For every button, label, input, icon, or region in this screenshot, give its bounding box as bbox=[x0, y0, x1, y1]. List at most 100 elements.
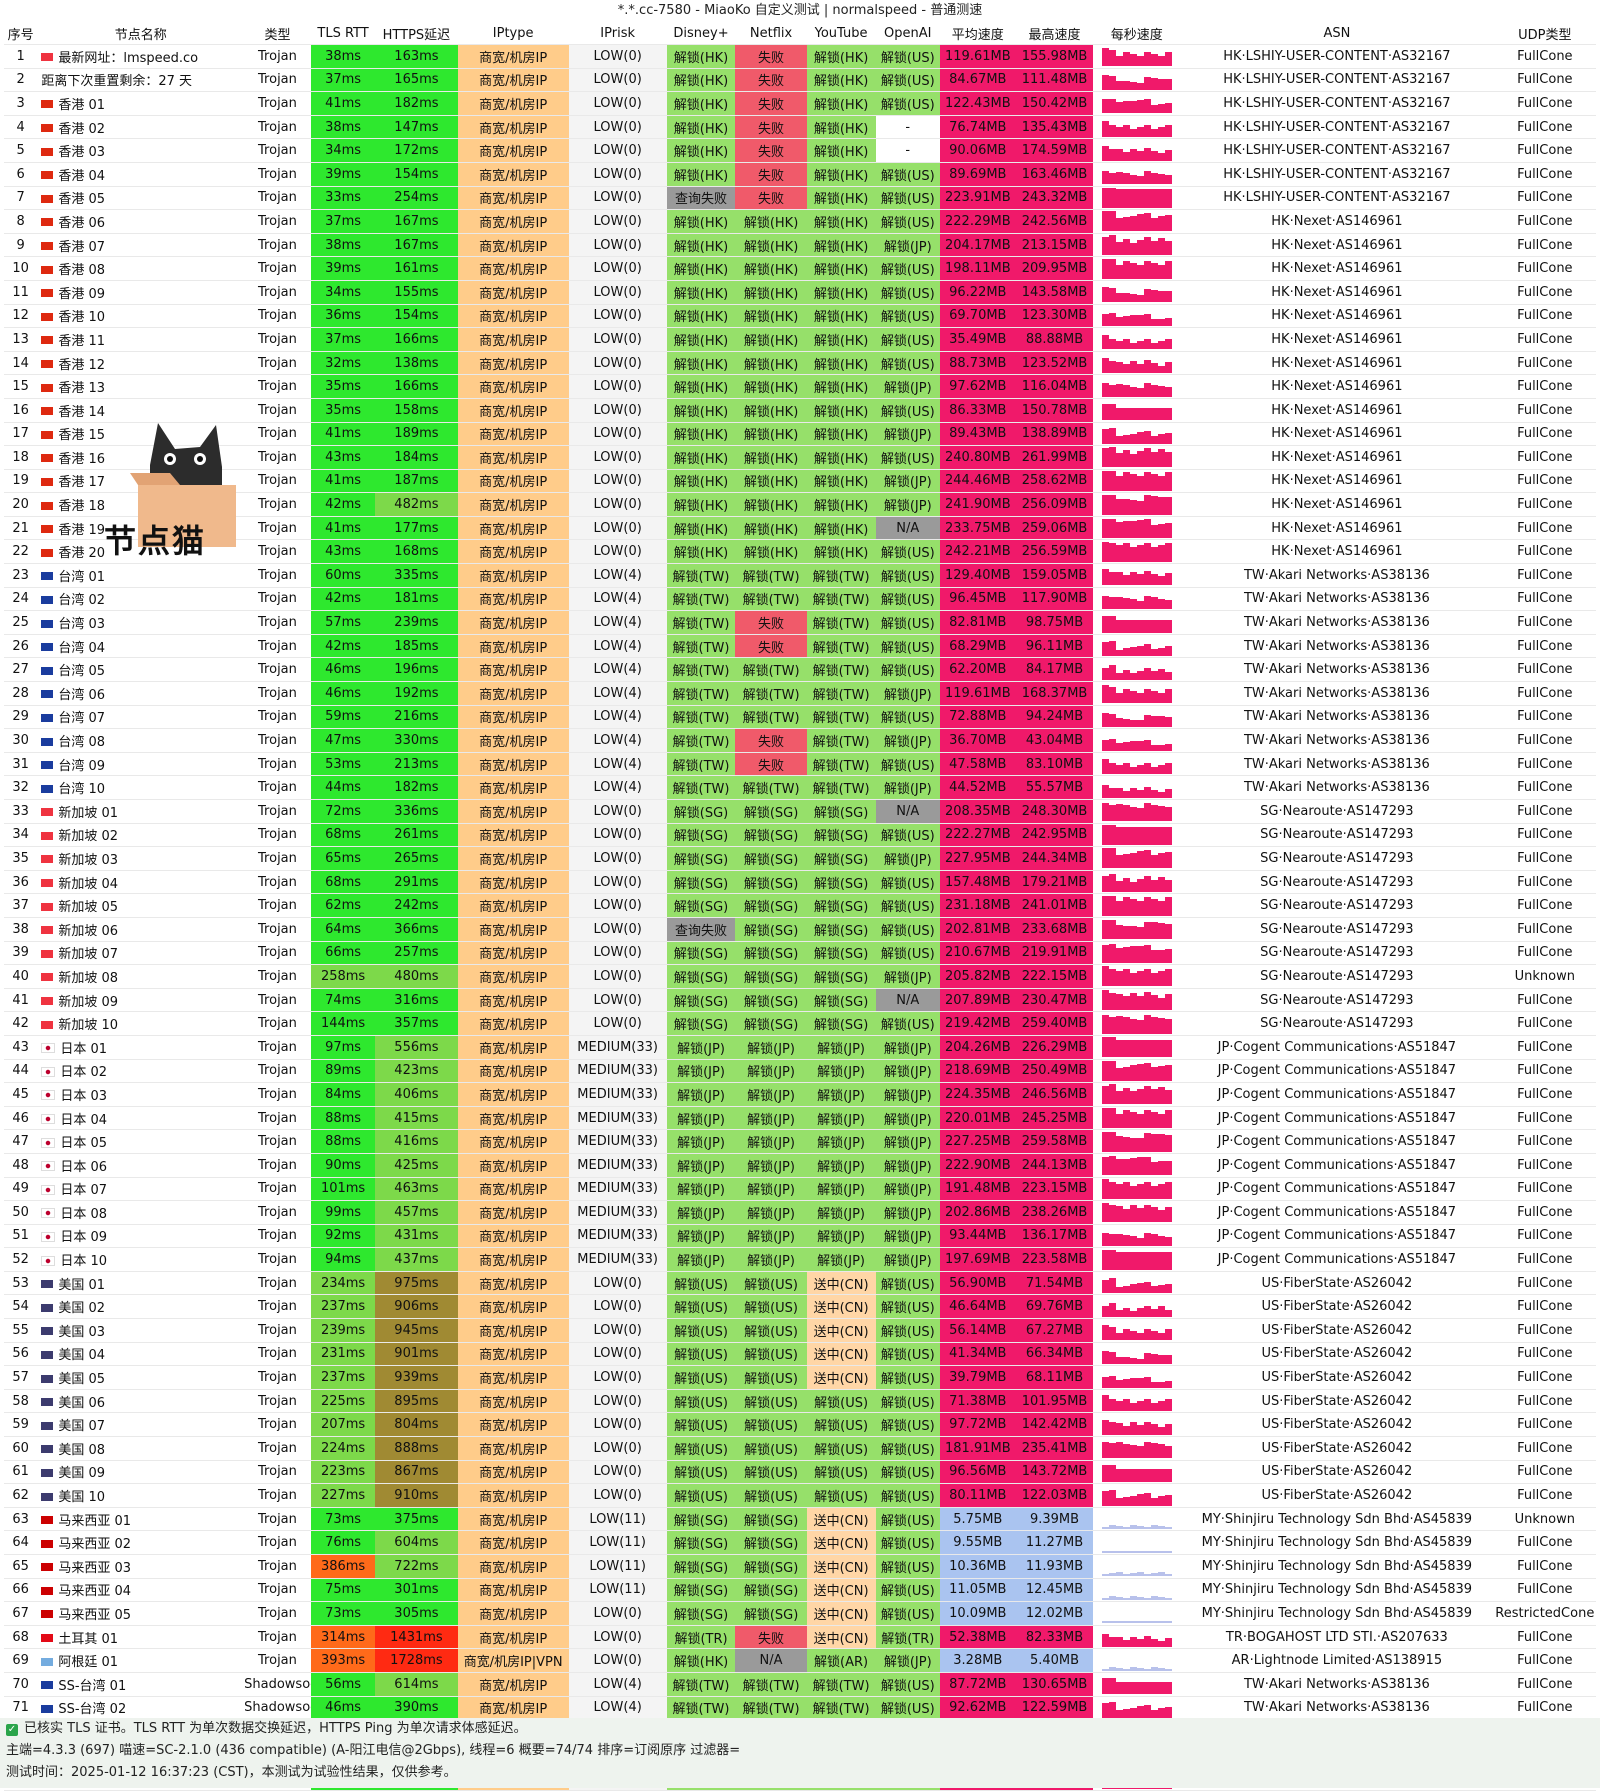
table-row[interactable]: 24 台湾 02 Trojan 42ms 181ms 商宽/机房IP LOW(4) 解锁(TW… bbox=[4, 587, 1596, 612]
table-row[interactable]: 44 日本 02 Trojan 89ms 423ms 商宽/机房IP MEDIUM(33) 解… bbox=[4, 1059, 1596, 1084]
table-row[interactable]: 25 台湾 03 Trojan 57ms 239ms 商宽/机房IP LOW(4) 解锁(TW… bbox=[4, 610, 1596, 635]
table-row[interactable]: 35 新加坡 03 Trojan 65ms 265ms 商宽/机房IP LOW(0) 解锁(S… bbox=[4, 846, 1596, 871]
ip-risk: LOW(11) bbox=[568, 1530, 667, 1555]
table-row[interactable]: 32 台湾 10 Trojan 44ms 182ms 商宽/机房IP LOW(4) 解锁(TW… bbox=[4, 775, 1596, 800]
table-row[interactable]: 3 香港 01 Trojan 41ms 182ms 商宽/机房IP LOW(0) 解锁(HK)… bbox=[4, 91, 1596, 116]
sparkline-bar bbox=[1143, 495, 1151, 515]
column-header[interactable]: YouTube bbox=[806, 22, 876, 45]
table-row[interactable]: 33 新加坡 01 Trojan 72ms 336ms 商宽/机房IP LOW(0) 解锁(S… bbox=[4, 799, 1596, 824]
table-row[interactable]: 51 日本 09 Trojan 92ms 431ms 商宽/机房IP MEDIUM(33) 解… bbox=[4, 1224, 1596, 1249]
table-row[interactable]: 26 台湾 04 Trojan 42ms 185ms 商宽/机房IP LOW(4) 解锁(TW… bbox=[4, 634, 1596, 659]
column-header[interactable]: TLS RTT bbox=[310, 22, 376, 45]
table-row[interactable]: 20 香港 18 Trojan 42ms 482ms 商宽/机房IP LOW(0) 解锁(HK… bbox=[4, 492, 1596, 517]
table-row[interactable]: 40 新加坡 08 Trojan 258ms 480ms 商宽/机房IP LOW(0) 解锁(… bbox=[4, 964, 1596, 989]
column-header[interactable]: IPtype bbox=[457, 22, 569, 45]
table-row[interactable]: 8 香港 06 Trojan 37ms 167ms 商宽/机房IP LOW(0) 解锁(HK)… bbox=[4, 209, 1596, 234]
sparkline-bar bbox=[1129, 1236, 1137, 1246]
asn: MY·Shinjiru Technology Sdn Bhd·AS45839 bbox=[1180, 1601, 1494, 1626]
table-row[interactable]: 18 香港 16 Trojan 43ms 184ms 商宽/机房IP LOW(0) 解锁(HK… bbox=[4, 445, 1596, 470]
table-row[interactable]: 43 日本 01 Trojan 97ms 556ms 商宽/机房IP MEDIUM(33) 解… bbox=[4, 1035, 1596, 1060]
column-header[interactable]: ASN bbox=[1180, 22, 1494, 45]
column-header[interactable]: 节点名称 bbox=[37, 22, 245, 45]
table-row[interactable]: 46 日本 04 Trojan 88ms 415ms 商宽/机房IP MEDIUM(33) 解… bbox=[4, 1106, 1596, 1131]
table-row[interactable]: 10 香港 08 Trojan 39ms 161ms 商宽/机房IP LOW(0) 解锁(HK… bbox=[4, 256, 1596, 281]
table-row[interactable]: 66 马来西亚 04 Trojan 75ms 301ms 商宽/机房IP LOW(11) 解锁… bbox=[4, 1578, 1596, 1603]
table-row[interactable]: 69 阿根廷 01 Trojan 393ms 1728ms 商宽/机房IP|VPN LOW(… bbox=[4, 1648, 1596, 1673]
table-row[interactable]: 50 日本 08 Trojan 99ms 457ms 商宽/机房IP MEDIUM(33) 解… bbox=[4, 1200, 1596, 1225]
sparkline-bar bbox=[1136, 126, 1144, 138]
column-header[interactable]: HTTPS延迟 bbox=[375, 22, 458, 45]
table-row[interactable]: 2 距离下次重置剩余：27 天 Trojan 37ms 165ms 商宽/机房IP LOW(… bbox=[4, 68, 1596, 93]
table-row[interactable]: 64 马来西亚 02 Trojan 76ms 604ms 商宽/机房IP LOW(11) 解锁… bbox=[4, 1530, 1596, 1555]
table-row[interactable]: 54 美国 02 Trojan 237ms 906ms 商宽/机房IP LOW(0) 解锁(U… bbox=[4, 1294, 1596, 1320]
column-header[interactable]: Disney+ bbox=[666, 22, 736, 45]
table-row[interactable]: 29 台湾 07 Trojan 59ms 216ms 商宽/机房IP LOW(4) 解锁(TW… bbox=[4, 705, 1596, 730]
table-row[interactable]: 19 香港 17 Trojan 41ms 187ms 商宽/机房IP LOW(0) 解锁(HK… bbox=[4, 469, 1596, 494]
table-row[interactable]: 36 新加坡 04 Trojan 68ms 291ms 商宽/机房IP LOW(0) 解锁(S… bbox=[4, 870, 1596, 895]
row-index: 47 bbox=[4, 1129, 38, 1154]
table-row[interactable]: 7 香港 05 Trojan 33ms 254ms 商宽/机房IP LOW(0) 查询失败 失败… bbox=[4, 186, 1596, 211]
column-header[interactable]: IPrisk bbox=[568, 22, 667, 45]
https-latency: 1431ms bbox=[375, 1625, 458, 1650]
table-row[interactable]: 58 美国 06 Trojan 225ms 895ms 商宽/机房IP LOW(0) 解锁(U… bbox=[4, 1389, 1596, 1414]
sparkline-bar bbox=[1143, 1281, 1151, 1294]
disney-status: 解锁(SG) bbox=[666, 846, 736, 871]
table-row[interactable]: 37 新加坡 05 Trojan 62ms 242ms 商宽/机房IP LOW(0) 解锁(S… bbox=[4, 893, 1596, 918]
node-type: Trojan bbox=[244, 1247, 311, 1272]
table-row[interactable]: 13 香港 11 Trojan 37ms 166ms 商宽/机房IP LOW(0) 解锁(HK… bbox=[4, 327, 1596, 352]
table-row[interactable]: 17 香港 15 Trojan 41ms 189ms 商宽/机房IP LOW(0) 解锁(HK… bbox=[4, 422, 1596, 447]
column-header[interactable]: 平均速度 bbox=[940, 22, 1016, 45]
table-row[interactable]: 9 香港 07 Trojan 38ms 167ms 商宽/机房IP LOW(0) 解锁(HK)… bbox=[4, 233, 1596, 258]
table-row[interactable]: 42 新加坡 10 Trojan 144ms 357ms 商宽/机房IP LOW(0) 解锁(… bbox=[4, 1011, 1596, 1036]
table-row[interactable]: 16 香港 14 Trojan 35ms 158ms 商宽/机房IP LOW(0) 解锁(HK… bbox=[4, 398, 1596, 423]
table-row[interactable]: 55 美国 03 Trojan 239ms 945ms 商宽/机房IP LOW(0) 解锁(U… bbox=[4, 1318, 1596, 1343]
table-row[interactable]: 65 马来西亚 03 Trojan 386ms 722ms 商宽/机房IP LOW(11) 解… bbox=[4, 1554, 1596, 1579]
table-row[interactable]: 39 新加坡 07 Trojan 66ms 257ms 商宽/机房IP LOW(0) 解锁(S… bbox=[4, 941, 1596, 966]
table-row[interactable]: 57 美国 05 Trojan 237ms 939ms 商宽/机房IP LOW(0) 解锁(U… bbox=[4, 1365, 1596, 1390]
table-row[interactable]: 5 香港 03 Trojan 34ms 172ms 商宽/机房IP LOW(0) 解锁(HK)… bbox=[4, 138, 1596, 163]
table-row[interactable]: 62 美国 10 Trojan 227ms 910ms 商宽/机房IP LOW(0) 解锁(U… bbox=[4, 1483, 1596, 1508]
table-row[interactable]: 49 日本 07 Trojan 101ms 463ms 商宽/机房IP MEDIUM(33)… bbox=[4, 1177, 1596, 1202]
column-header[interactable]: 最高速度 bbox=[1015, 22, 1094, 45]
table-row[interactable]: 41 新加坡 09 Trojan 74ms 316ms 商宽/机房IP LOW(0) 解锁(S… bbox=[4, 988, 1596, 1013]
table-row[interactable]: 15 香港 13 Trojan 35ms 166ms 商宽/机房IP LOW(0) 解锁(HK… bbox=[4, 374, 1596, 399]
column-header[interactable]: OpenAI bbox=[875, 22, 941, 45]
column-header[interactable]: UDP类型 bbox=[1493, 22, 1596, 45]
table-row[interactable]: 4 香港 02 Trojan 38ms 147ms 商宽/机房IP LOW(0) 解锁(HK)… bbox=[4, 115, 1596, 140]
table-row[interactable]: 45 日本 03 Trojan 84ms 406ms 商宽/机房IP MEDIUM(33) 解… bbox=[4, 1082, 1596, 1107]
column-header[interactable]: 类型 bbox=[244, 22, 311, 45]
table-row[interactable]: 6 香港 04 Trojan 39ms 154ms 商宽/机房IP LOW(0) 解锁(HK)… bbox=[4, 162, 1596, 187]
table-row[interactable]: 34 新加坡 02 Trojan 68ms 261ms 商宽/机房IP LOW(0) 解锁(S… bbox=[4, 823, 1596, 848]
table-row[interactable]: 38 新加坡 06 Trojan 64ms 366ms 商宽/机房IP LOW(0) 查询失败… bbox=[4, 917, 1596, 942]
table-row[interactable]: 56 美国 04 Trojan 231ms 901ms 商宽/机房IP LOW(0) 解锁(U… bbox=[4, 1342, 1596, 1367]
table-row[interactable]: 67 马来西亚 05 Trojan 73ms 305ms 商宽/机房IP LOW(0) 解锁(… bbox=[4, 1601, 1596, 1626]
column-header[interactable]: 序号 bbox=[4, 22, 38, 45]
table-row[interactable]: 28 台湾 06 Trojan 46ms 192ms 商宽/机房IP LOW(4) 解锁(TW… bbox=[4, 681, 1596, 706]
ip-risk: LOW(0) bbox=[568, 44, 667, 69]
node-name-text: 香港 10 bbox=[58, 310, 106, 326]
table-row[interactable]: 30 台湾 08 Trojan 47ms 330ms 商宽/机房IP LOW(4) 解锁(TW… bbox=[4, 728, 1596, 753]
table-row[interactable]: 11 香港 09 Trojan 34ms 155ms 商宽/机房IP LOW(0) 解锁(HK… bbox=[4, 280, 1596, 305]
table-row[interactable]: 47 日本 05 Trojan 88ms 416ms 商宽/机房IP MEDIUM(33) 解… bbox=[4, 1129, 1596, 1154]
table-row[interactable]: 22 香港 20 Trojan 43ms 168ms 商宽/机房IP LOW(0) 解锁(HK… bbox=[4, 539, 1596, 565]
column-header[interactable]: 每秒速度 bbox=[1093, 22, 1181, 45]
table-row[interactable]: 1 最新网址：lmspeed.co Trojan 38ms 163ms 商宽/机房IP LO… bbox=[4, 44, 1596, 69]
table-row[interactable]: 53 美国 01 Trojan 234ms 975ms 商宽/机房IP LOW(0) 解锁(U… bbox=[4, 1271, 1596, 1296]
table-row[interactable]: 59 美国 07 Trojan 207ms 804ms 商宽/机房IP LOW(0) 解锁(U… bbox=[4, 1412, 1596, 1438]
table-row[interactable]: 60 美国 08 Trojan 224ms 888ms 商宽/机房IP LOW(0) 解锁(U… bbox=[4, 1436, 1596, 1461]
table-row[interactable]: 68 土耳其 01 Trojan 314ms 1431ms 商宽/机房IP LOW(0) 解锁… bbox=[4, 1625, 1596, 1650]
table-row[interactable]: 63 马来西亚 01 Trojan 73ms 375ms 商宽/机房IP LOW(11) 解锁… bbox=[4, 1507, 1596, 1532]
table-row[interactable]: 23 台湾 01 Trojan 60ms 335ms 商宽/机房IP LOW(4) 解锁(TW… bbox=[4, 563, 1596, 588]
table-row[interactable]: 52 日本 10 Trojan 94ms 437ms 商宽/机房IP MEDIUM(33) 解… bbox=[4, 1247, 1596, 1272]
column-header[interactable]: Netflix bbox=[735, 22, 807, 45]
table-row[interactable]: 12 香港 10 Trojan 36ms 154ms 商宽/机房IP LOW(0) 解锁(HK… bbox=[4, 304, 1596, 329]
table-row[interactable]: 27 台湾 05 Trojan 46ms 196ms 商宽/机房IP LOW(4) 解锁(TW… bbox=[4, 657, 1596, 683]
table-row[interactable]: 21 香港 19 Trojan 41ms 177ms 商宽/机房IP LOW(0) 解锁(HK… bbox=[4, 516, 1596, 541]
table-row[interactable]: 14 香港 12 Trojan 32ms 138ms 商宽/机房IP LOW(0) 解锁(HK… bbox=[4, 351, 1596, 376]
table-row[interactable]: 48 日本 06 Trojan 90ms 425ms 商宽/机房IP MEDIUM(33) 解… bbox=[4, 1153, 1596, 1178]
table-row[interactable]: 31 台湾 09 Trojan 53ms 213ms 商宽/机房IP LOW(4) 解锁(TW… bbox=[4, 752, 1596, 777]
youtube-status: 解锁(SG) bbox=[806, 799, 876, 824]
table-row[interactable]: 61 美国 09 Trojan 223ms 867ms 商宽/机房IP LOW(0) 解锁(U… bbox=[4, 1460, 1596, 1485]
